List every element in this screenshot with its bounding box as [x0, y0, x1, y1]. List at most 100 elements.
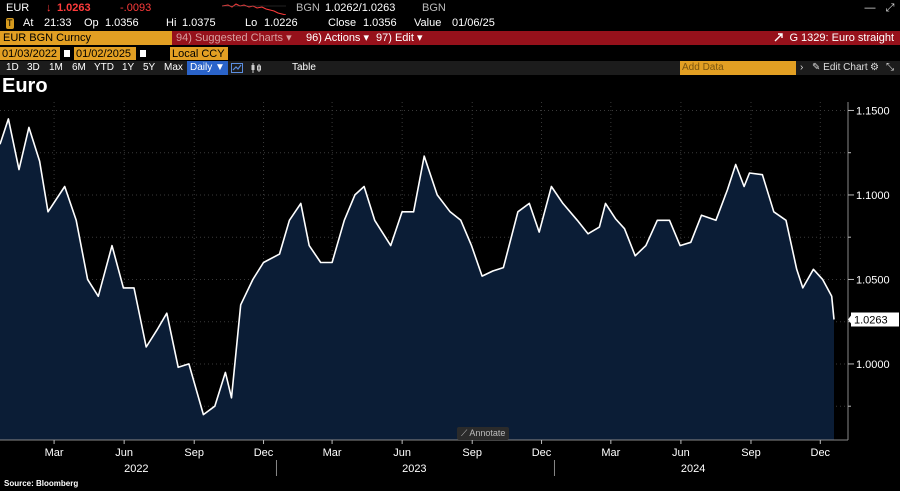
period-6m-button[interactable]: 6M [72, 62, 86, 73]
line-chart-icon[interactable] [231, 63, 243, 73]
open-value: 1.0356 [105, 17, 139, 29]
chevron-down-icon: ▾ [286, 32, 292, 44]
net-change: -.0093 [120, 2, 152, 14]
candlestick-icon[interactable] [250, 63, 262, 73]
down-arrow-icon: ↓ [46, 2, 52, 14]
x-tick-label: Jun [115, 447, 133, 459]
chart-plot [0, 118, 835, 441]
x-tick-label: Jun [393, 447, 411, 459]
add-data-input[interactable]: Add Data [680, 61, 796, 75]
edit-num: 97) [376, 32, 392, 44]
value-date: 01/06/25 [452, 17, 495, 29]
actions-menu[interactable]: 96) Actions ▾ [306, 31, 369, 45]
period-1d-button[interactable]: 1D [6, 62, 19, 73]
x-tick-label: Dec [811, 447, 831, 459]
edit-label: Edit [394, 32, 414, 44]
trade-condition-icon: T [6, 18, 14, 29]
actions-label: Actions [324, 32, 361, 44]
x-year-label: 2022 [124, 463, 148, 475]
x-tick-label: Dec [254, 447, 274, 459]
chevron-down-icon: ▾ [417, 32, 423, 44]
actions-num: 96) [306, 32, 322, 44]
period-max-button[interactable]: Max [164, 62, 183, 73]
high-label: Hi [166, 17, 177, 29]
frequency-dropdown[interactable]: Daily ▼ [187, 61, 228, 75]
chevron-right-icon[interactable]: › [800, 62, 804, 73]
restore-icon[interactable]: ⤢ [885, 2, 895, 14]
date-range-bar: 01/03/2022 01/02/2025 Local CCY [0, 47, 900, 61]
period-5y-button[interactable]: 5Y [143, 62, 156, 73]
close-value: 1.0356 [363, 17, 397, 29]
bid-ask: 1.0262/1.0263 [325, 2, 396, 14]
open-label: Op [84, 17, 99, 29]
edit-chart-label: Edit Chart [823, 62, 868, 73]
ticker-symbol[interactable]: EUR [6, 2, 30, 14]
value-date-label: Value [414, 17, 442, 29]
chart-toolbar: 1D 3D 1M 6M YTD 1Y 5Y Max Daily ▼ Table … [0, 61, 900, 75]
y-tick-label: 1.0500 [856, 274, 890, 286]
x-year-label: 2023 [402, 463, 426, 475]
chart-id[interactable]: G 1329: Euro straight [774, 31, 894, 45]
period-1y-button[interactable]: 1Y [122, 62, 135, 73]
x-tick-label: Mar [601, 447, 620, 459]
menu-bar: EUR BGN Curncy 94) Suggested Charts ▾ 96… [0, 31, 900, 45]
period-1m-button[interactable]: 1M [49, 62, 63, 73]
last-price: 1.0263 [57, 2, 91, 14]
series-area [0, 118, 834, 441]
suggested-charts-menu[interactable]: 94) Suggested Charts ▾ [176, 31, 292, 45]
edit-menu[interactable]: 97) Edit ▾ [376, 31, 423, 45]
range-separator [64, 50, 70, 57]
x-year-label: 2024 [681, 463, 705, 475]
end-date-field[interactable]: 01/02/2025 [74, 47, 136, 60]
quote-details: T At 21:33 Op 1.0356 Hi 1.0375 Lo 1.0226… [0, 16, 900, 31]
series-line [0, 118, 835, 416]
range-separator [140, 50, 146, 57]
y-tick-label: 1.1000 [856, 190, 890, 202]
start-date-field[interactable]: 01/03/2022 [0, 47, 60, 60]
x-tick-label: Dec [532, 447, 552, 459]
price-chart[interactable]: 1.0000 1.0500 1.1000 1.1500 1.0263 Mar Jun Sep… [0, 100, 900, 479]
last-value-box [851, 312, 899, 327]
x-tick-label: Mar [45, 447, 64, 459]
sparkline-icon [222, 3, 286, 15]
x-axis: Mar Jun Sep Dec Mar Jun Sep Dec Mar Jun Sep Dec 2022… [0, 439, 848, 476]
last-value-label: 1.0263 [854, 315, 888, 327]
source-code: BGN [296, 2, 320, 14]
annotate-label: Annotate [469, 428, 506, 438]
source-code-2: BGN [422, 2, 446, 14]
low-value: 1.0226 [264, 17, 298, 29]
open-external-icon [774, 33, 784, 42]
zoom-icon[interactable]: ⤡ [886, 62, 894, 73]
suggested-label: Suggested Charts [194, 32, 284, 44]
last-time: 21:33 [44, 17, 72, 29]
y-tick-label: 1.0000 [856, 359, 890, 371]
source-label: Source: Bloomberg [4, 479, 79, 488]
x-tick-label: Sep [462, 447, 482, 459]
low-label: Lo [245, 17, 258, 29]
chart-title: Euro [2, 75, 48, 97]
pencil-icon: ✎ [812, 62, 821, 73]
x-tick-label: Mar [323, 447, 342, 459]
x-tick-label: Jun [672, 447, 690, 459]
high-value: 1.0375 [182, 17, 216, 29]
edit-chart-button[interactable]: ✎ Edit Chart [812, 61, 868, 75]
period-ytd-button[interactable]: YTD [94, 62, 114, 73]
period-3d-button[interactable]: 3D [27, 62, 40, 73]
y-axis: 1.0000 1.0500 1.1000 1.1500 1.0263 [847, 102, 899, 440]
chart-id-label: G 1329: Euro straight [789, 32, 894, 44]
chevron-down-icon: ▾ [363, 32, 370, 44]
annotate-button[interactable]: ⟋ Annotate [457, 427, 510, 440]
table-button[interactable]: Table [292, 62, 316, 73]
minimize-icon[interactable]: — [864, 2, 876, 14]
security-field[interactable]: EUR BGN Curncy [0, 31, 172, 45]
last-value-pointer [848, 315, 851, 324]
close-label: Close [328, 17, 357, 29]
ticker-bar: EUR ↓ 1.0263 -.0093 BGN 1.0262/1.0263 BG… [0, 0, 900, 16]
y-tick-label: 1.1500 [856, 105, 890, 117]
pencil-icon: ⟋ [461, 428, 468, 438]
gear-icon[interactable]: ⚙ [870, 62, 879, 73]
x-tick-label: Sep [184, 447, 204, 459]
currency-field[interactable]: Local CCY [170, 47, 228, 60]
suggested-num: 94) [176, 32, 192, 44]
x-tick-label: Sep [741, 447, 761, 459]
